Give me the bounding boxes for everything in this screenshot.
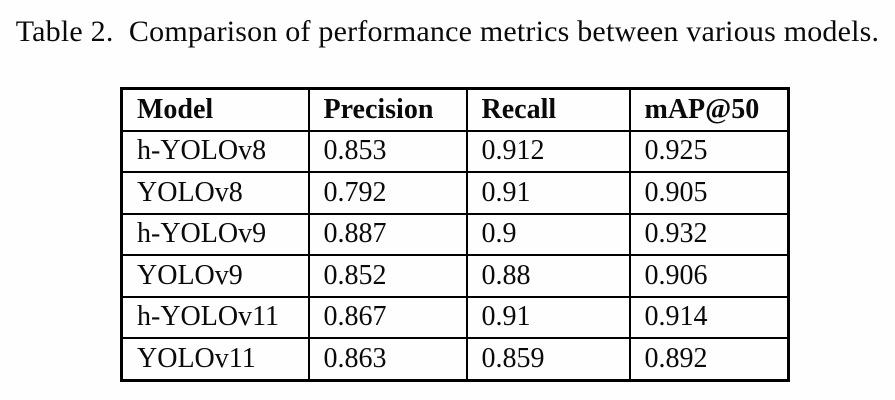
cell-recall: 0.91 [465,295,631,339]
cell-model: YOLOv8 [120,171,310,215]
cell-model: YOLOv9 [120,254,310,298]
cell-precision: 0.867 [307,295,468,339]
cell-model: h-YOLOv8 [120,129,310,173]
header-recall: Recall [465,87,631,132]
cell-recall: 0.859 [465,337,631,381]
table-caption: Table 2. Comparison of performance metri… [15,15,880,48]
cell-map50: 0.932 [628,212,790,256]
cell-precision: 0.853 [307,129,468,173]
cell-map50: 0.925 [628,129,790,173]
cell-recall: 0.912 [465,129,631,173]
cell-model: YOLOv11 [120,337,310,381]
header-map50: mAP@50 [628,87,790,132]
cell-map50: 0.914 [628,295,790,339]
table-header-row: Model Precision Recall mAP@50 [120,87,790,132]
table-row: h-YOLOv8 0.853 0.912 0.925 [120,129,790,173]
table-row: YOLOv9 0.852 0.88 0.906 [120,254,790,298]
cell-map50: 0.905 [628,171,790,215]
table-row: h-YOLOv11 0.867 0.91 0.914 [120,295,790,339]
table-row: YOLOv11 0.863 0.859 0.892 [120,337,790,381]
cell-recall: 0.88 [465,254,631,298]
cell-precision: 0.792 [307,171,468,215]
cell-precision: 0.863 [307,337,468,381]
cell-map50: 0.892 [628,337,790,381]
cell-model: h-YOLOv11 [120,295,310,339]
cell-recall: 0.9 [465,212,631,256]
cell-model: h-YOLOv9 [120,212,310,256]
header-model: Model [120,87,310,132]
table-row: YOLOv8 0.792 0.91 0.905 [120,171,790,215]
cell-precision: 0.887 [307,212,468,256]
cell-map50: 0.906 [628,254,790,298]
cell-precision: 0.852 [307,254,468,298]
metrics-table: Model Precision Recall mAP@50 h-YOLOv8 0… [120,87,790,382]
table-row: h-YOLOv9 0.887 0.9 0.932 [120,212,790,256]
header-precision: Precision [307,87,468,132]
cell-recall: 0.91 [465,171,631,215]
